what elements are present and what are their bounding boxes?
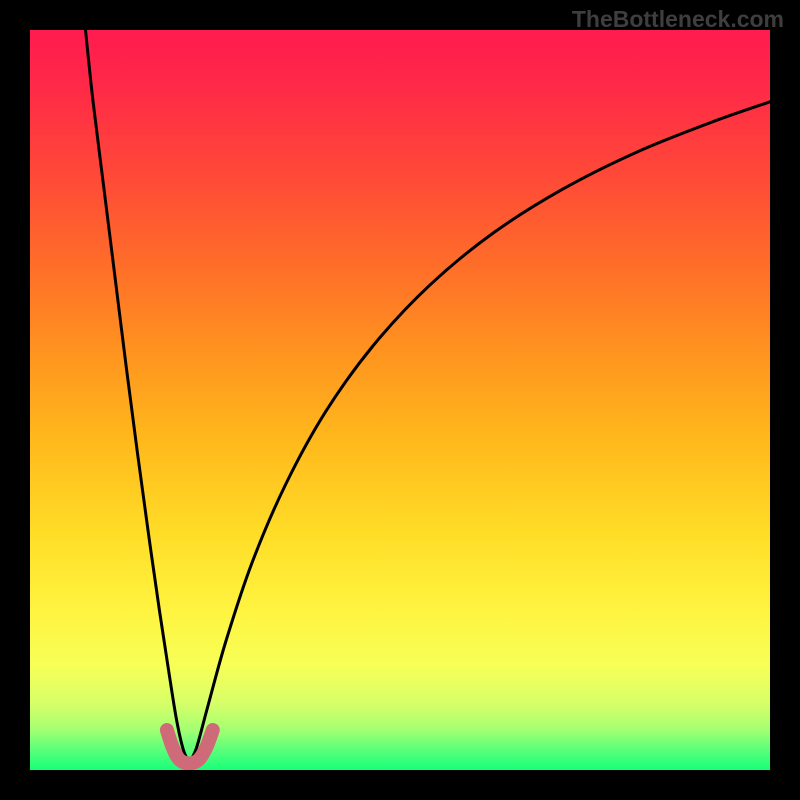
curves-layer	[30, 30, 770, 770]
watermark-text: TheBottleneck.com	[572, 6, 784, 33]
bottleneck-curve-right-branch	[189, 102, 770, 763]
plot-area	[30, 30, 770, 770]
optimal-zone-marker	[167, 730, 213, 763]
bottleneck-curve-left-branch	[86, 30, 190, 763]
chart-frame: TheBottleneck.com	[0, 0, 800, 800]
